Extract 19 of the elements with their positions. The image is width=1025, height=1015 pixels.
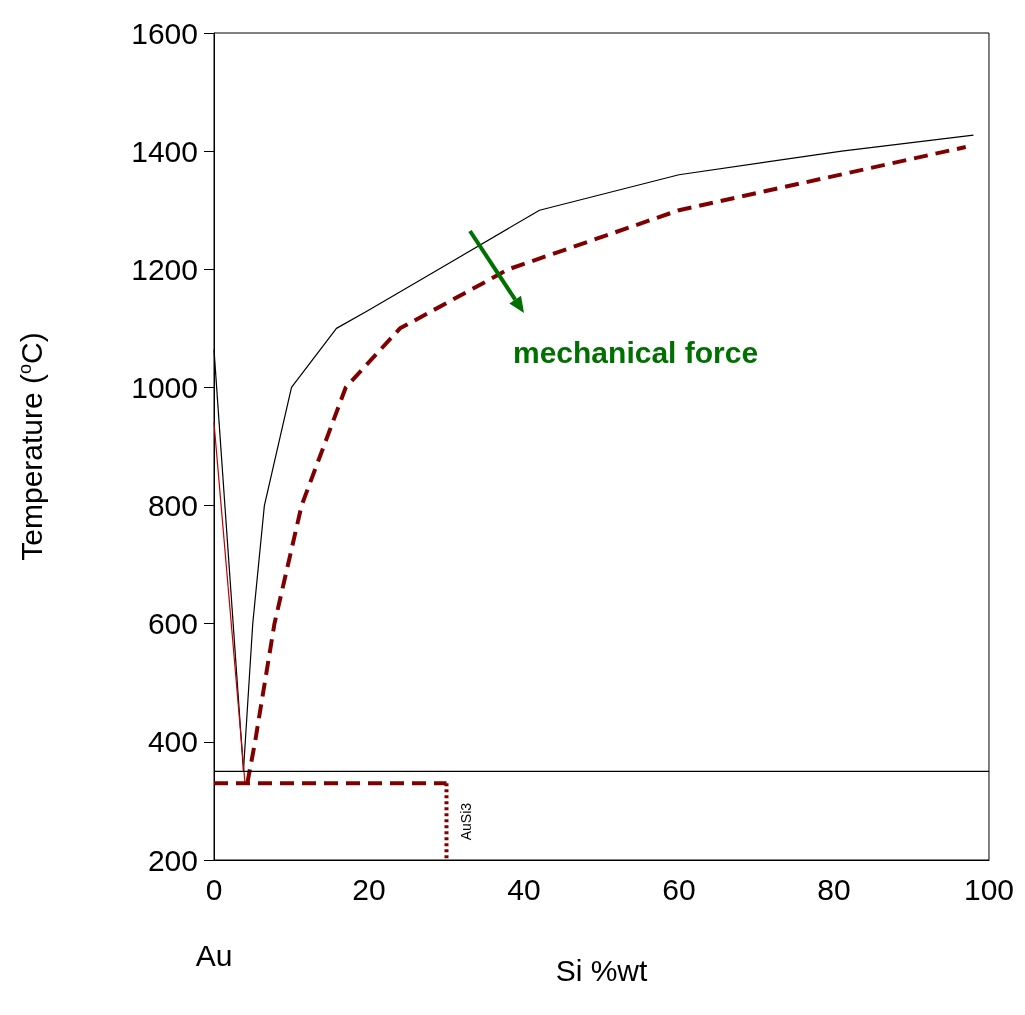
- y-tick-label: 1200: [131, 252, 198, 286]
- y-tick-label: 1000: [131, 370, 198, 404]
- x-tick-label: 0: [205, 872, 223, 906]
- y-tick-label: 200: [147, 843, 198, 877]
- x-tick-label: 100: [963, 872, 1014, 906]
- y-tick-label: 1400: [131, 134, 198, 168]
- text: Au: [195, 938, 233, 972]
- annotation: AuSi3: [458, 802, 475, 841]
- annotation: mechanical force: [513, 335, 759, 369]
- y-tick-label: 800: [147, 489, 198, 523]
- y-tick-label: 600: [147, 607, 198, 641]
- x-tick-label: 20: [352, 872, 386, 906]
- y-tick-label: 400: [147, 725, 198, 759]
- y-tick-label: 1600: [131, 16, 198, 50]
- y-axis-title: Temperature (oC): [14, 332, 48, 561]
- x-axis-title: Si %wt: [555, 953, 648, 987]
- x-tick-label: 60: [662, 872, 696, 906]
- x-tick-label: 40: [507, 872, 541, 906]
- x-tick-label: 80: [817, 872, 851, 906]
